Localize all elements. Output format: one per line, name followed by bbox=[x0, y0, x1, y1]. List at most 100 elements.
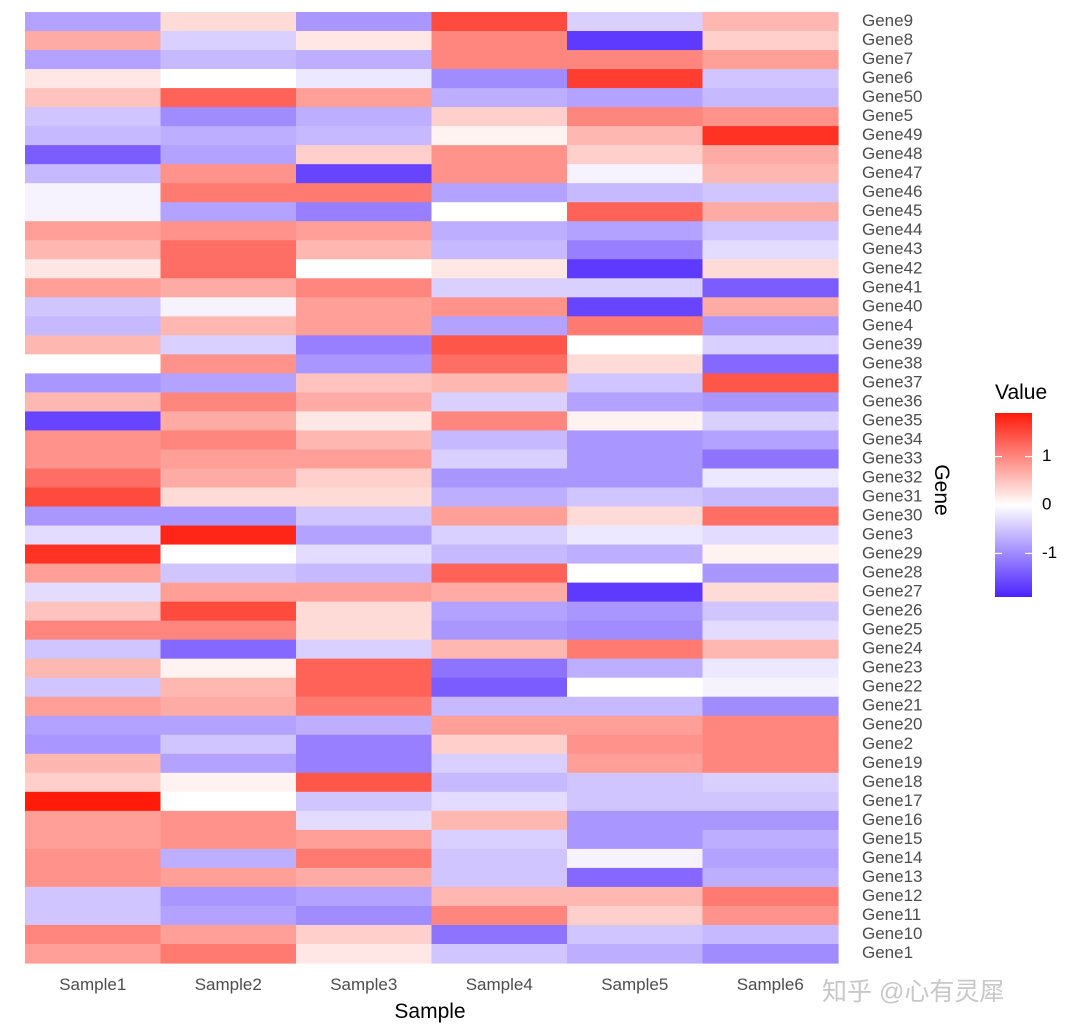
heatmap-cell-gene36-sample4 bbox=[431, 392, 568, 413]
heatmap-cell-gene6-sample5 bbox=[567, 69, 704, 89]
heatmap-cell-gene50-sample6 bbox=[702, 88, 839, 108]
heatmap-cell-gene41-sample1 bbox=[25, 278, 162, 298]
heatmap-cell-gene50-sample1 bbox=[25, 88, 162, 108]
heatmap-cell-gene49-sample3 bbox=[296, 126, 433, 146]
gene-label-gene36: Gene36 bbox=[862, 391, 923, 410]
heatmap-cell-gene19-sample2 bbox=[160, 753, 297, 774]
heatmap-cell-gene47-sample4 bbox=[431, 164, 568, 184]
heatmap-cell-gene15-sample5 bbox=[567, 829, 704, 850]
heatmap-cell-gene38-sample3 bbox=[296, 354, 433, 374]
heatmap-cell-gene24-sample2 bbox=[160, 639, 297, 660]
gene-label-gene20: Gene20 bbox=[862, 715, 923, 734]
heatmap-cell-gene13-sample1 bbox=[25, 867, 162, 888]
heatmap-cell-gene37-sample6 bbox=[702, 373, 839, 393]
heatmap-cell-gene24-sample1 bbox=[25, 639, 162, 660]
heatmap-cell-gene40-sample2 bbox=[160, 297, 297, 317]
gene-label-gene6: Gene6 bbox=[862, 68, 913, 87]
heatmap-cell-gene28-sample1 bbox=[25, 563, 162, 584]
heatmap-cell-gene40-sample5 bbox=[567, 297, 704, 317]
heatmap-cell-gene39-sample3 bbox=[296, 335, 433, 355]
heatmap-cell-gene45-sample1 bbox=[25, 202, 162, 222]
heatmap-cell-gene39-sample4 bbox=[431, 335, 568, 355]
heatmap-cell-gene47-sample3 bbox=[296, 164, 433, 184]
heatmap-cell-gene35-sample6 bbox=[702, 411, 839, 432]
heatmap-cell-gene17-sample1 bbox=[25, 791, 162, 812]
heatmap-cell-gene16-sample4 bbox=[431, 810, 568, 831]
heatmap-cell-gene18-sample4 bbox=[431, 772, 568, 793]
heatmap-cell-gene38-sample1 bbox=[25, 354, 162, 374]
gene-axis-labels: Gene9Gene8Gene7Gene6Gene50Gene5Gene49Gen… bbox=[862, 11, 923, 962]
heatmap-cell-gene43-sample5 bbox=[567, 240, 704, 260]
heatmap-cell-gene29-sample3 bbox=[296, 544, 433, 565]
gene-label-gene35: Gene35 bbox=[862, 410, 923, 429]
heatmap-cell-gene13-sample6 bbox=[702, 867, 839, 888]
gene-label-gene32: Gene32 bbox=[862, 467, 923, 486]
gene-label-gene29: Gene29 bbox=[862, 544, 923, 563]
gene-label-gene37: Gene37 bbox=[862, 372, 923, 391]
heatmap-cell-gene8-sample4 bbox=[431, 31, 568, 51]
heatmap-cell-gene2-sample5 bbox=[567, 734, 704, 755]
heatmap-cell-gene38-sample2 bbox=[160, 354, 297, 374]
heatmap-cell-gene4-sample6 bbox=[702, 316, 839, 336]
heatmap-cell-gene15-sample6 bbox=[702, 829, 839, 850]
heatmap-cell-gene24-sample3 bbox=[296, 639, 433, 660]
gene-label-gene25: Gene25 bbox=[862, 620, 923, 639]
gene-label-gene50: Gene50 bbox=[862, 87, 923, 106]
heatmap-cell-gene31-sample4 bbox=[431, 487, 568, 508]
heatmap-cell-gene34-sample1 bbox=[25, 430, 162, 451]
heatmap-cell-gene44-sample6 bbox=[702, 221, 839, 241]
heatmap-cell-gene23-sample6 bbox=[702, 658, 839, 679]
heatmap-cell-gene31-sample1 bbox=[25, 487, 162, 508]
heatmap-cell-gene35-sample3 bbox=[296, 411, 433, 432]
sample-label-sample6: Sample6 bbox=[737, 975, 804, 994]
heatmap-cell-gene3-sample4 bbox=[431, 525, 568, 546]
heatmap-cell-gene25-sample3 bbox=[296, 620, 433, 641]
heatmap-cell-gene41-sample2 bbox=[160, 278, 297, 298]
heatmap-cell-gene2-sample4 bbox=[431, 734, 568, 755]
gene-label-gene18: Gene18 bbox=[862, 772, 923, 791]
heatmap-cell-gene25-sample2 bbox=[160, 620, 297, 641]
heatmap-cell-gene40-sample4 bbox=[431, 297, 568, 317]
heatmap-cell-gene29-sample4 bbox=[431, 544, 568, 565]
gene-label-gene27: Gene27 bbox=[862, 582, 923, 601]
heatmap-cell-gene1-sample1 bbox=[25, 943, 162, 964]
heatmap-cell-gene23-sample3 bbox=[296, 658, 433, 679]
heatmap-cell-gene49-sample1 bbox=[25, 126, 162, 146]
heatmap-cell-gene36-sample5 bbox=[567, 392, 704, 413]
heatmap-cell-gene24-sample6 bbox=[702, 639, 839, 660]
gene-label-gene16: Gene16 bbox=[862, 810, 923, 829]
gene-label-gene10: Gene10 bbox=[862, 924, 923, 943]
heatmap-cell-gene11-sample3 bbox=[296, 905, 433, 926]
heatmap-cell-gene11-sample5 bbox=[567, 905, 704, 926]
heatmap-cell-gene6-sample6 bbox=[702, 69, 839, 89]
heatmap-cell-gene48-sample5 bbox=[567, 145, 704, 165]
heatmap-cell-gene46-sample3 bbox=[296, 183, 433, 203]
heatmap-cell-gene45-sample3 bbox=[296, 202, 433, 222]
heatmap-cell-gene10-sample4 bbox=[431, 924, 568, 945]
heatmap-cell-gene14-sample5 bbox=[567, 848, 704, 869]
heatmap-cell-gene19-sample4 bbox=[431, 753, 568, 774]
heatmap-cell-gene16-sample2 bbox=[160, 810, 297, 831]
heatmap-cell-gene14-sample4 bbox=[431, 848, 568, 869]
gene-label-gene31: Gene31 bbox=[862, 486, 923, 505]
heatmap-cell-gene4-sample4 bbox=[431, 316, 568, 336]
heatmap-cell-gene44-sample5 bbox=[567, 221, 704, 241]
gene-label-gene14: Gene14 bbox=[862, 848, 923, 867]
heatmap-cell-gene3-sample5 bbox=[567, 525, 704, 546]
heatmap-cell-gene44-sample2 bbox=[160, 221, 297, 241]
gene-label-gene5: Gene5 bbox=[862, 106, 913, 125]
heatmap-cell-gene7-sample3 bbox=[296, 50, 433, 70]
sample-label-sample2: Sample2 bbox=[195, 975, 262, 994]
heatmap-cell-gene24-sample5 bbox=[567, 639, 704, 660]
heatmap-cell-gene5-sample4 bbox=[431, 107, 568, 127]
heatmap-cell-gene26-sample6 bbox=[702, 601, 839, 622]
heatmap-cell-gene11-sample4 bbox=[431, 905, 568, 926]
heatmap-cell-gene22-sample4 bbox=[431, 677, 568, 698]
heatmap-cell-gene9-sample5 bbox=[567, 12, 704, 32]
heatmap-cell-gene48-sample2 bbox=[160, 145, 297, 165]
heatmap-cell-gene7-sample5 bbox=[567, 50, 704, 70]
heatmap-cell-gene43-sample4 bbox=[431, 240, 568, 260]
heatmap-cell-gene46-sample2 bbox=[160, 183, 297, 203]
heatmap-cell-gene32-sample4 bbox=[431, 468, 568, 489]
heatmap-cell-gene37-sample5 bbox=[567, 373, 704, 393]
